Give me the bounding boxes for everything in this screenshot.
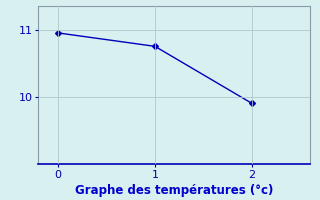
X-axis label: Graphe des températures (°c): Graphe des températures (°c) bbox=[75, 184, 274, 197]
